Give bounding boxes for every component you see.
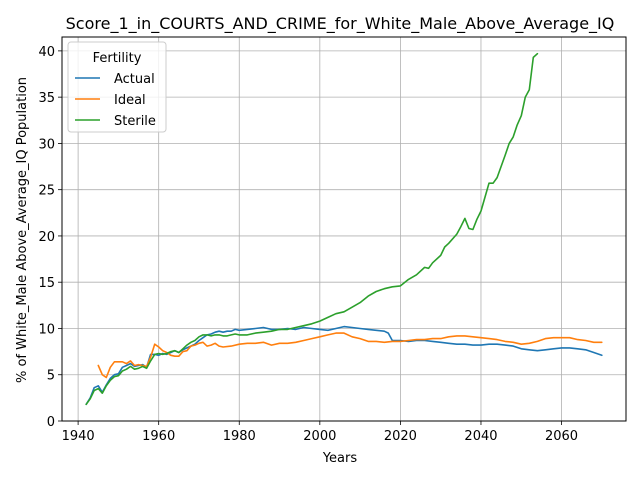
legend-box (67, 41, 167, 133)
x-tick-label: 1940 (62, 429, 95, 444)
legend-label-ideal: Ideal (114, 93, 146, 108)
series-line-sterile (85, 52, 539, 406)
x-axis: 1940 1960 1980 2000 2020 2040 2060 (62, 421, 578, 444)
legend-label-sterile: Sterile (114, 114, 156, 129)
legend-label-actual: Actual (114, 72, 155, 87)
y-tick-label: 30 (38, 137, 55, 152)
x-tick-label: 1960 (142, 429, 175, 444)
legend: Fertility Actual Ideal Sterile (67, 41, 167, 133)
y-tick-label: 5 (47, 369, 55, 384)
y-tick-label: 40 (38, 45, 55, 60)
plot-frame (61, 36, 627, 422)
y-tick-label: 35 (38, 91, 55, 106)
x-tick-label: 2000 (303, 429, 336, 444)
y-tick-label: 10 (38, 322, 55, 337)
series-line-actual (85, 325, 603, 406)
x-tick-label: 2060 (545, 429, 578, 444)
series-line-ideal (97, 332, 603, 379)
y-axis: 0 5 10 15 20 25 30 35 40 (38, 45, 62, 430)
y-axis-label: % of White_Male Above_Average_IQ Populat… (15, 77, 30, 383)
x-tick-label: 1980 (223, 429, 256, 444)
y-tick-label: 0 (47, 415, 55, 430)
legend-entries: Actual Ideal Sterile (75, 72, 156, 129)
legend-title: Fertility (93, 51, 142, 66)
series-layer (85, 52, 603, 406)
y-tick-label: 20 (38, 230, 55, 245)
x-tick-label: 2040 (464, 429, 497, 444)
y-tick-label: 15 (38, 276, 55, 291)
x-axis-label: Years (322, 451, 358, 466)
x-tick-label: 2020 (384, 429, 417, 444)
y-tick-label: 25 (38, 184, 55, 199)
chart-title: Score_1_in_COURTS_AND_CRIME_for_White_Ma… (66, 14, 615, 34)
